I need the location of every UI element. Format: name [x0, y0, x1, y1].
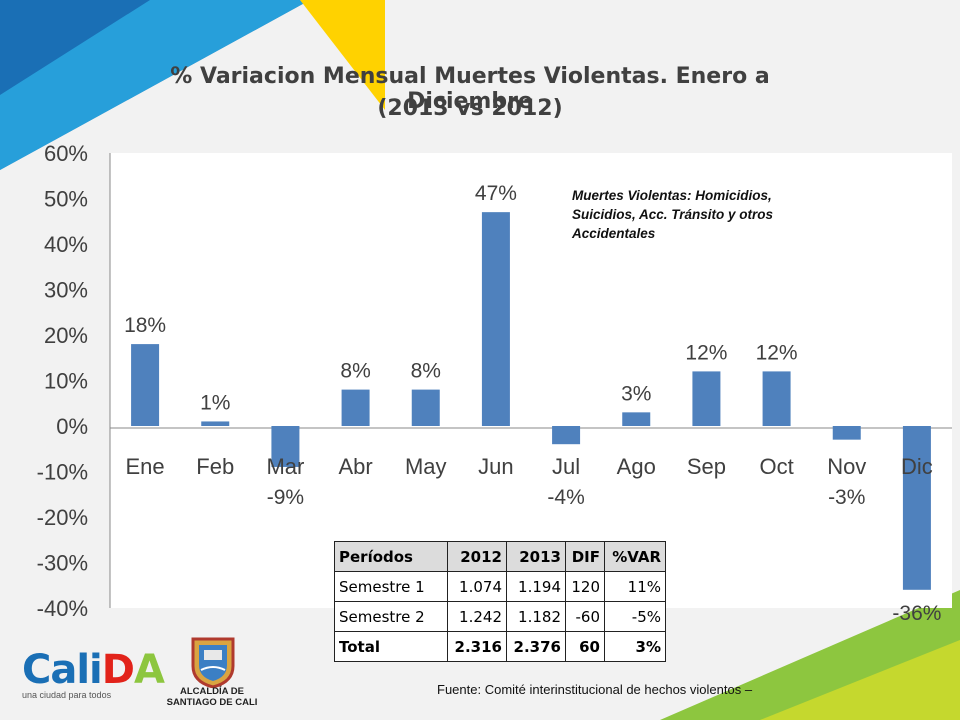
- bar: [622, 412, 651, 426]
- y-tick-label: -40%: [37, 596, 88, 621]
- data-label: -3%: [828, 486, 865, 509]
- logo-tagline: una ciudad para todos: [22, 690, 112, 700]
- x-tick-labels: Ene Feb Mar Abr May Jun Jul Ago Sep Oct Nov Dic: [126, 454, 933, 479]
- data-label: 18%: [124, 314, 166, 337]
- calida-logo: CaliDA una ciudad para todos: [22, 647, 165, 700]
- x-tick-label: Ene: [126, 454, 165, 479]
- bar: [902, 426, 931, 590]
- x-tick-label: Jun: [478, 454, 513, 479]
- table-cell: 1.194: [506, 571, 566, 602]
- x-tick-label: Feb: [196, 454, 234, 479]
- bar: [201, 421, 230, 426]
- y-tick-label: 0%: [56, 414, 88, 439]
- table-cell: Semestre 2: [334, 601, 448, 632]
- bar: [832, 426, 861, 440]
- table-cell: 1.074: [447, 571, 507, 602]
- bar: [271, 426, 300, 467]
- data-label: 47%: [475, 182, 517, 205]
- x-tick-label: Ago: [617, 454, 656, 479]
- table-cell: -5%: [604, 601, 666, 632]
- y-tick-label: 50%: [44, 187, 88, 212]
- y-tick-label: 20%: [44, 323, 88, 348]
- data-labels: 18% 1% -9% 8% 8% 47% -4% 3% 12% 12% -3% -36%: [124, 182, 941, 625]
- x-tick-label: May: [405, 454, 447, 479]
- header-2012: 2012: [447, 541, 507, 572]
- table-cell: 11%: [604, 571, 666, 602]
- table-cell: -60: [565, 601, 605, 632]
- table-cell: 120: [565, 571, 605, 602]
- data-label: 1%: [200, 391, 230, 414]
- data-label: -9%: [267, 486, 304, 509]
- y-tick-label: 30%: [44, 278, 88, 303]
- table-cell: 2.316: [447, 631, 507, 662]
- y-tick-label: 60%: [44, 141, 88, 166]
- x-tick-label: Nov: [827, 454, 866, 479]
- bar: [762, 371, 791, 426]
- y-tick-label: -10%: [37, 460, 88, 485]
- table-cell: Semestre 1: [334, 571, 448, 602]
- cali-shield-icon: [191, 637, 235, 688]
- table-cell: 1.242: [447, 601, 507, 632]
- header-periodos: Períodos: [334, 541, 448, 572]
- plot-area: [110, 153, 952, 608]
- chart-title-line2: (2013 vs 2012): [377, 96, 563, 121]
- y-tick-label: -20%: [37, 505, 88, 530]
- bar: [552, 426, 581, 445]
- table-cell: 1.182: [506, 601, 566, 632]
- chart-title-line1: % Variacion Mensual Muertes Violentas. E…: [170, 64, 770, 114]
- table-total-row: Total 2.316 2.376 60 3%: [334, 631, 666, 662]
- x-tick-label: Mar: [266, 454, 304, 479]
- y-tick-label: 10%: [44, 369, 88, 394]
- bar: [481, 212, 510, 426]
- bar: [411, 389, 440, 426]
- data-label: -4%: [547, 486, 584, 509]
- x-tick-label: Jul: [552, 454, 580, 479]
- source-note: Fuente: Comité interinstitucional de hec…: [437, 682, 753, 697]
- data-label: 8%: [340, 360, 370, 383]
- table-row: Semestre 1 1.074 1.194 120 11%: [334, 571, 666, 602]
- x-tick-label: Dic: [901, 454, 933, 479]
- data-label: 8%: [411, 360, 441, 383]
- y-tick-label: 40%: [44, 232, 88, 257]
- table-row: Semestre 2 1.242 1.182 -60 -5%: [334, 601, 666, 632]
- bars: [131, 212, 931, 590]
- header-2013: 2013: [506, 541, 566, 572]
- data-label: 3%: [621, 382, 651, 405]
- table-cell: 2.376: [506, 631, 566, 662]
- alcaldia-label: ALCALDÍA DE SANTIAGO DE CALI: [166, 686, 258, 708]
- table-cell: 60: [565, 631, 605, 662]
- x-tick-label: Abr: [338, 454, 372, 479]
- decor-yellowgreen-corner: [760, 640, 960, 720]
- table-cell: Total: [334, 631, 448, 662]
- table-cell: 3%: [604, 631, 666, 662]
- x-tick-label: Oct: [759, 454, 793, 479]
- table-header-row: Períodos 2012 2013 DIF %VAR: [334, 541, 666, 572]
- bar: [692, 371, 721, 426]
- bar: [131, 344, 160, 426]
- data-label: 12%: [756, 341, 798, 364]
- chart-note: Muertes Violentas: Homicidios, Suicidios…: [572, 188, 774, 241]
- data-label: -36%: [892, 602, 941, 625]
- summary-table: Períodos 2012 2013 DIF %VAR Semestre 1 1…: [334, 541, 666, 662]
- x-tick-label: Sep: [687, 454, 726, 479]
- decor-yellow-wedge: [300, 0, 385, 110]
- decor-lightblue-band: [0, 0, 310, 170]
- header-dif: DIF: [565, 541, 605, 572]
- y-tick-label: -30%: [37, 551, 88, 576]
- header-var: %VAR: [604, 541, 666, 572]
- data-label: 12%: [685, 341, 727, 364]
- bar: [341, 389, 370, 426]
- y-tick-labels: 60% 50% 40% 30% 20% 10% 0% -10% -20% -30% -40%: [37, 141, 88, 621]
